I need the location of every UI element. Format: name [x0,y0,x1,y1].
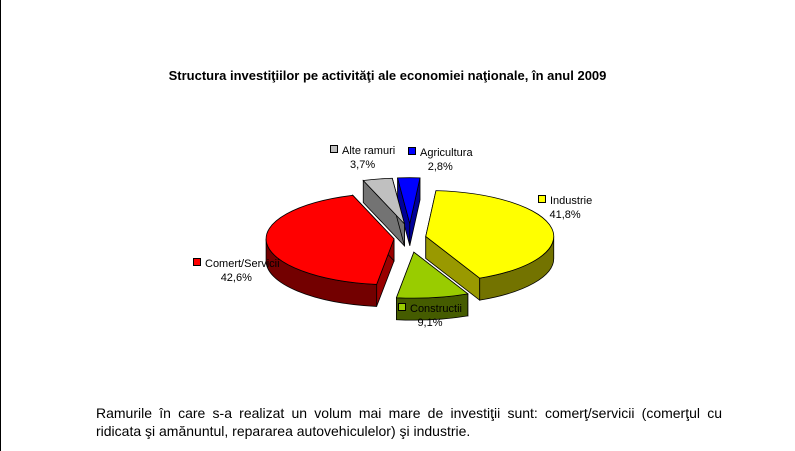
pie-slice-top [265,194,395,285]
label-value: 9,1% [417,317,443,329]
legend-key-alte-ramuri [330,145,338,153]
label-comert-servicii: Comert/Servicii 42,6% [193,257,280,285]
label-name: Alte ramuri [342,145,396,157]
label-name: Comert/Servicii [205,258,280,270]
legend-key-agricultura [408,147,416,155]
pie-slice-comert-servicii [265,194,395,307]
label-value: 42,6% [220,272,252,284]
pie-slice-top [397,177,421,224]
page-left-border [0,0,1,451]
chart-title: Structura investiţiilor pe activităţi al… [168,68,607,83]
legend-key-constructii [398,303,406,311]
label-alte-ramuri: Alte ramuri 3,7% [330,144,395,172]
pie-slice-industrie [425,190,555,301]
commentary-paragraph: Ramurile în care s-a realizat un volum m… [96,405,722,439]
label-value: 2,8% [427,161,453,173]
pie-slice-top [425,190,555,279]
label-agricultura: Agricultura 2,8% [408,146,473,174]
pie-slice-alte-ramuri [362,177,405,248]
label-value: 3,7% [350,159,376,171]
legend-key-comert-servicii [193,258,201,266]
label-name: Industrie [550,195,593,207]
label-constructii: Constructii 9,1% [398,302,462,330]
pie-slice-agricultura [397,177,421,246]
pie-slice-top [362,177,405,225]
pie-slice-constructii [395,251,469,321]
label-name: Agricultura [420,147,473,159]
legend-key-industrie [538,195,546,203]
label-name: Constructii [410,303,462,315]
pie-slice-top [395,251,469,299]
label-value: 41,8% [549,209,581,221]
label-industrie: Industrie 41,8% [538,194,592,222]
